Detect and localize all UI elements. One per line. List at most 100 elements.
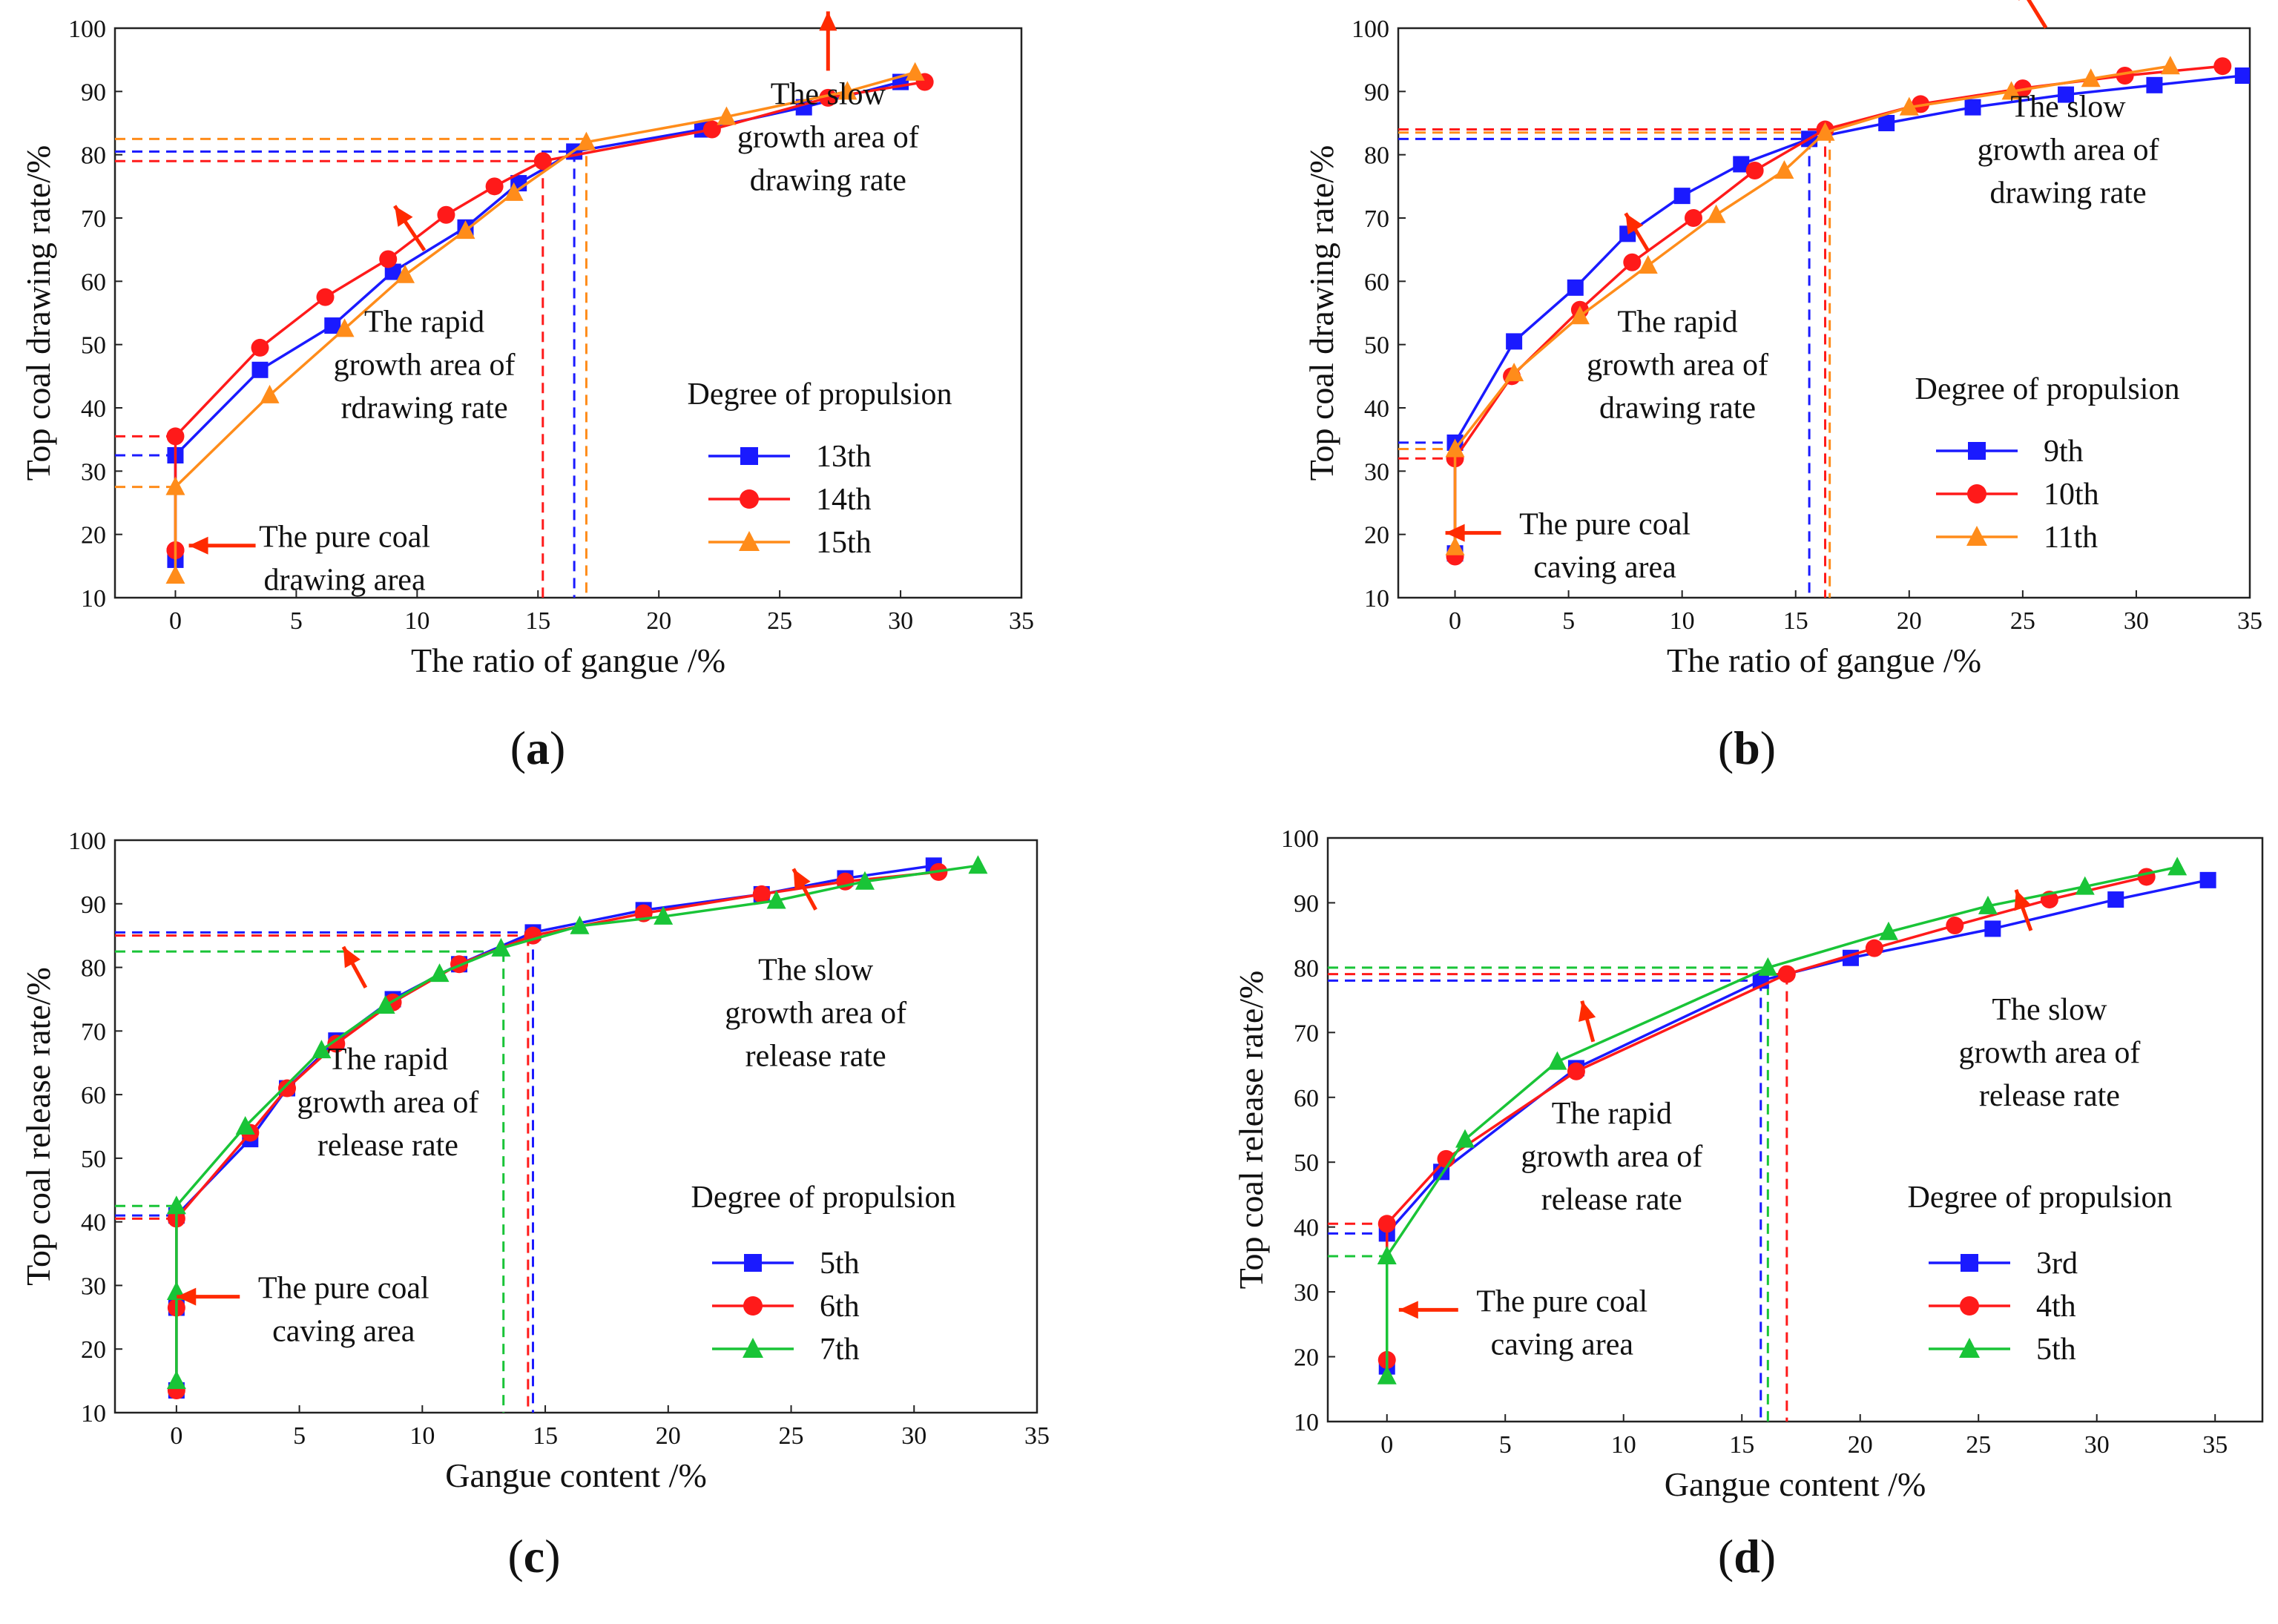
square-marker	[2146, 76, 2163, 93]
x-tick-label: 20	[646, 607, 671, 635]
triangle-marker	[1966, 526, 1987, 546]
x-tick-label: 10	[404, 607, 429, 635]
caption-open: (	[1718, 722, 1734, 774]
x-tick-label: 20	[1848, 1431, 1873, 1459]
y-tick-label: 80	[81, 955, 106, 983]
x-tick-label: 25	[2010, 607, 2035, 635]
annotation-line: The slow	[1992, 993, 2107, 1027]
x-tick-label: 15	[1783, 607, 1808, 635]
circle-marker	[1912, 95, 1930, 113]
triangle-marker	[1879, 921, 1898, 940]
y-tick-label: 30	[1294, 1279, 1319, 1307]
caption-close: )	[1760, 722, 1776, 774]
square-marker	[251, 361, 269, 378]
series-line-11th	[1453, 65, 2171, 547]
triangle-marker	[1377, 1246, 1397, 1265]
circle-marker	[1745, 162, 1764, 179]
circle-marker	[702, 120, 721, 139]
caption-letter: c	[524, 1530, 544, 1582]
triangle-marker	[395, 264, 415, 283]
chart-panel-a: 0 5 10 15 20 25 30 35 10 20 30 40 50 60 70 80 90 100 The r…	[19, 11, 1034, 774]
y-tick-label: 20	[1294, 1344, 1319, 1372]
annotation-line: The slow	[771, 77, 886, 111]
legend-label: 7th	[820, 1333, 860, 1367]
annotation-arrow-head	[819, 11, 837, 31]
y-tick-label: 90	[1294, 890, 1319, 917]
circle-marker	[1623, 253, 1642, 271]
y-tick-label: 50	[1364, 332, 1389, 360]
square-marker	[1567, 279, 1584, 296]
legend-label: 6th	[820, 1290, 860, 1324]
legend-label: 11th	[2044, 521, 2098, 555]
x-tick-label: 5	[290, 607, 303, 635]
triangle-marker	[335, 318, 355, 337]
triangle-marker	[312, 1040, 332, 1059]
x-tick-label: 15	[525, 607, 550, 635]
legend-label: 4th	[2036, 1290, 2076, 1324]
square-marker	[2234, 67, 2250, 84]
square-marker	[740, 447, 758, 465]
y-tick-label: 80	[1294, 955, 1319, 983]
y-tick-label: 30	[81, 1273, 106, 1300]
y-tick-label: 90	[81, 79, 106, 106]
annotation-arrow-head	[1398, 1301, 1418, 1319]
y-tick-label: 10	[1364, 585, 1389, 613]
square-marker	[2107, 891, 2124, 908]
circle-marker	[485, 177, 504, 196]
y-tick-label: 20	[81, 1336, 106, 1364]
legend-label: 13th	[816, 440, 872, 474]
square-marker	[744, 1254, 762, 1272]
circle-marker	[251, 338, 269, 357]
x-tick-label: 35	[2202, 1431, 2228, 1459]
triangle-marker	[905, 62, 925, 81]
square-marker	[2058, 86, 2075, 103]
annotation-line: release rate	[317, 1129, 458, 1163]
x-tick-label: 30	[2084, 1431, 2110, 1459]
y-tick-label: 100	[1352, 16, 1389, 43]
square-marker	[324, 317, 341, 334]
y-tick-label: 50	[81, 332, 106, 360]
caption-close: )	[550, 722, 565, 774]
plot-frame	[113, 27, 1023, 599]
triangle-marker	[2001, 81, 2021, 100]
square-marker	[1673, 188, 1691, 205]
square-marker	[1968, 442, 1986, 460]
panel-caption: (d)	[1718, 1530, 1776, 1582]
circle-marker	[743, 1296, 763, 1316]
x-tick-label: 20	[1897, 607, 1922, 635]
triangle-marker	[968, 855, 988, 874]
circle-marker	[2013, 79, 2032, 98]
x-tick-label: 0	[1449, 607, 1461, 635]
annotation-line: caving area	[1533, 551, 1676, 585]
triangle-marker	[1978, 895, 1998, 914]
y-tick-label: 100	[1281, 825, 1319, 853]
circle-marker	[1777, 965, 1796, 983]
x-tick-label: 25	[1966, 1431, 1991, 1459]
annotation-line: release rate	[1541, 1183, 1682, 1217]
x-tick-label: 25	[779, 1422, 804, 1450]
plot-frame	[1326, 836, 2264, 1423]
annotation-line: growth area of	[1978, 133, 2159, 167]
x-tick-label: 0	[170, 1422, 182, 1450]
square-marker	[1984, 920, 2001, 937]
annotation-line: growth area of	[737, 120, 919, 154]
x-axis-label: The ratio of gangue /%	[1667, 641, 1981, 679]
annotation-arrow-head	[1445, 524, 1465, 542]
square-marker	[1878, 115, 1895, 131]
caption-open: (	[510, 722, 526, 774]
triangle-marker	[855, 871, 875, 890]
annotation-line: The pure coal	[1476, 1284, 1647, 1318]
annotation-arrow-head	[343, 946, 361, 968]
circle-marker	[2116, 67, 2134, 85]
caption-close: )	[1760, 1530, 1776, 1582]
annotation-line: growth area of	[725, 997, 906, 1031]
triangle-marker	[491, 937, 511, 957]
triangle-marker	[1959, 1338, 1980, 1358]
legend-title: Degree of propulsion	[691, 1181, 956, 1215]
circle-marker	[2213, 57, 2232, 76]
triangle-marker	[1815, 122, 1835, 141]
circle-marker	[379, 250, 398, 268]
y-tick-label: 70	[1364, 205, 1389, 233]
legend-label: 5th	[2036, 1333, 2076, 1367]
